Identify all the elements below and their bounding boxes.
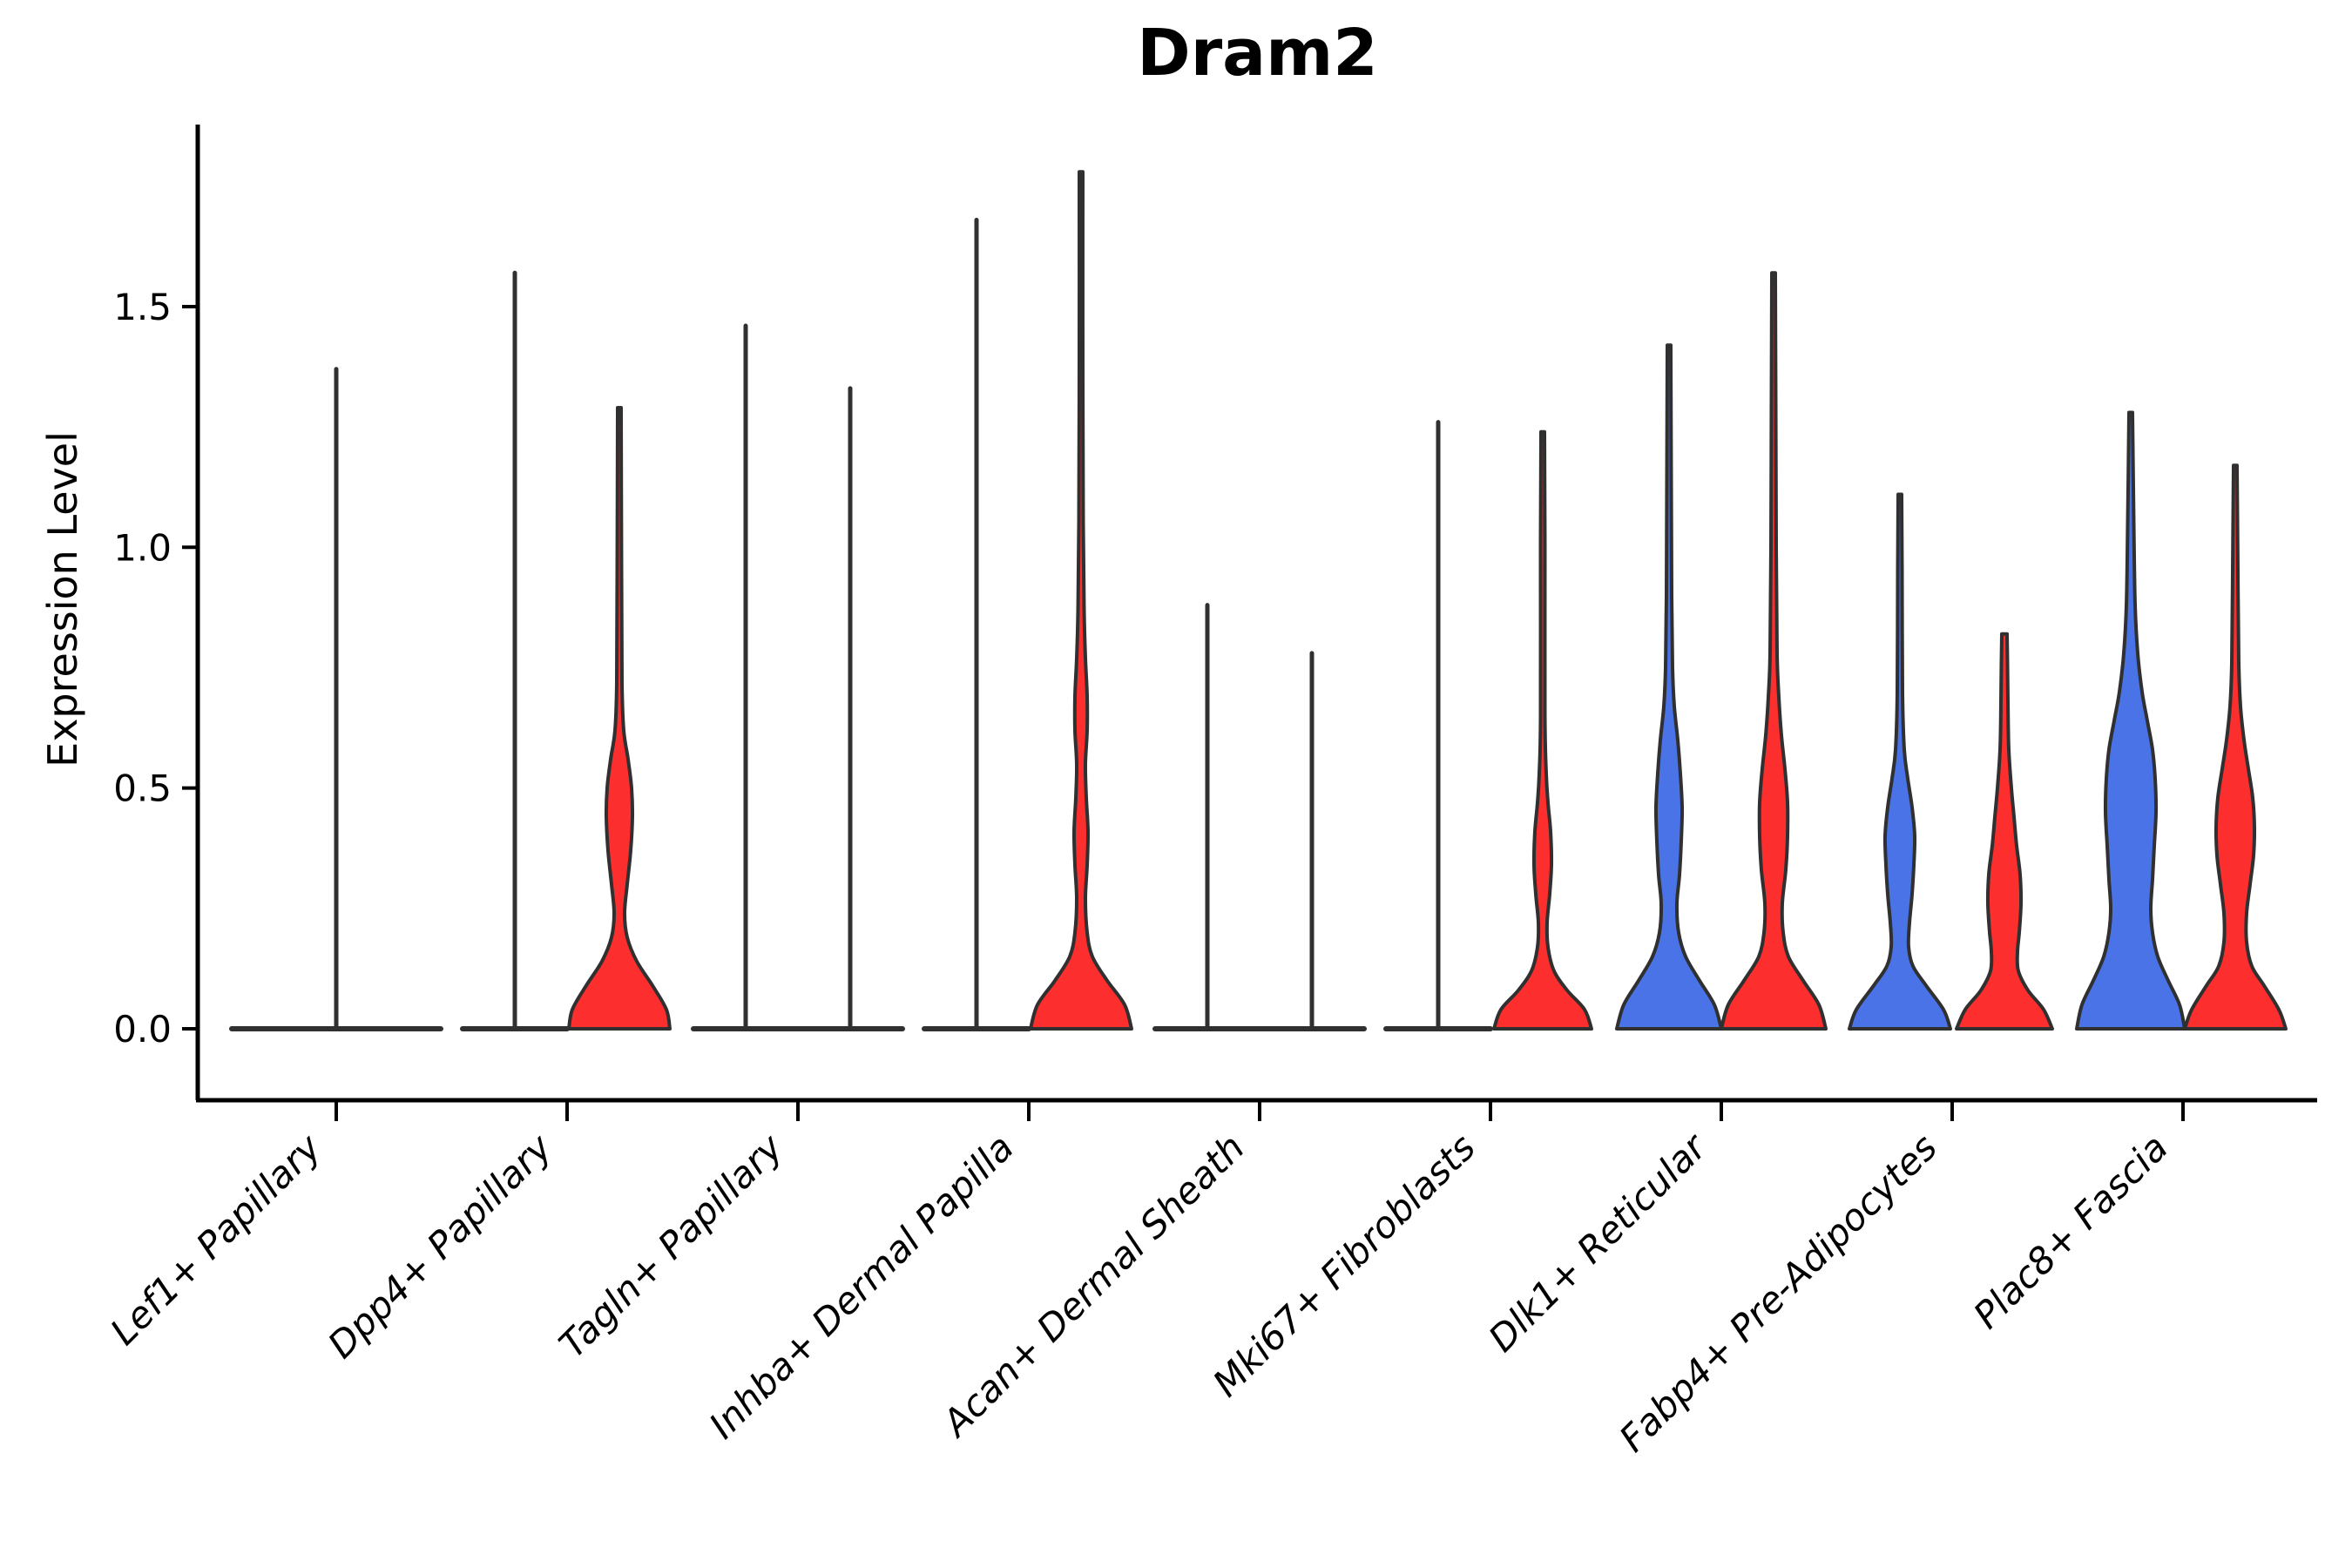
y-tick-label: 0.0 xyxy=(113,1008,172,1051)
violin-6-red xyxy=(1492,429,1593,1031)
violin-8-red xyxy=(1955,632,2054,1031)
x-tick-label: Dlk1+ Reticular xyxy=(1480,1124,1716,1360)
page-title: Dram2 xyxy=(1137,16,1378,91)
x-tick-label: Plac8+ Fascia xyxy=(1965,1125,2176,1336)
violin-8-blue xyxy=(1848,492,1952,1031)
violin-9-red xyxy=(2183,463,2288,1031)
x-tick-label: Lef1+ Papillary xyxy=(102,1125,330,1354)
violin-4-red xyxy=(1029,170,1133,1031)
violin-7-red xyxy=(1720,271,1828,1031)
x-tick-label: Mki67+ Fibroblasts xyxy=(1205,1125,1484,1404)
y-tick-label: 0.5 xyxy=(113,767,172,810)
y-tick-label: 1.5 xyxy=(113,286,172,328)
y-axis-label: Expression Level xyxy=(39,431,86,767)
violin-7-blue xyxy=(1615,343,1723,1031)
x-tick-label: Tagln+ Papillary xyxy=(551,1125,792,1367)
violin-2-red xyxy=(567,406,672,1031)
x-tick-label: Dpp4+ Papillary xyxy=(320,1125,561,1367)
violin-9-blue xyxy=(2075,410,2186,1031)
y-tick-label: 1.0 xyxy=(113,526,172,569)
